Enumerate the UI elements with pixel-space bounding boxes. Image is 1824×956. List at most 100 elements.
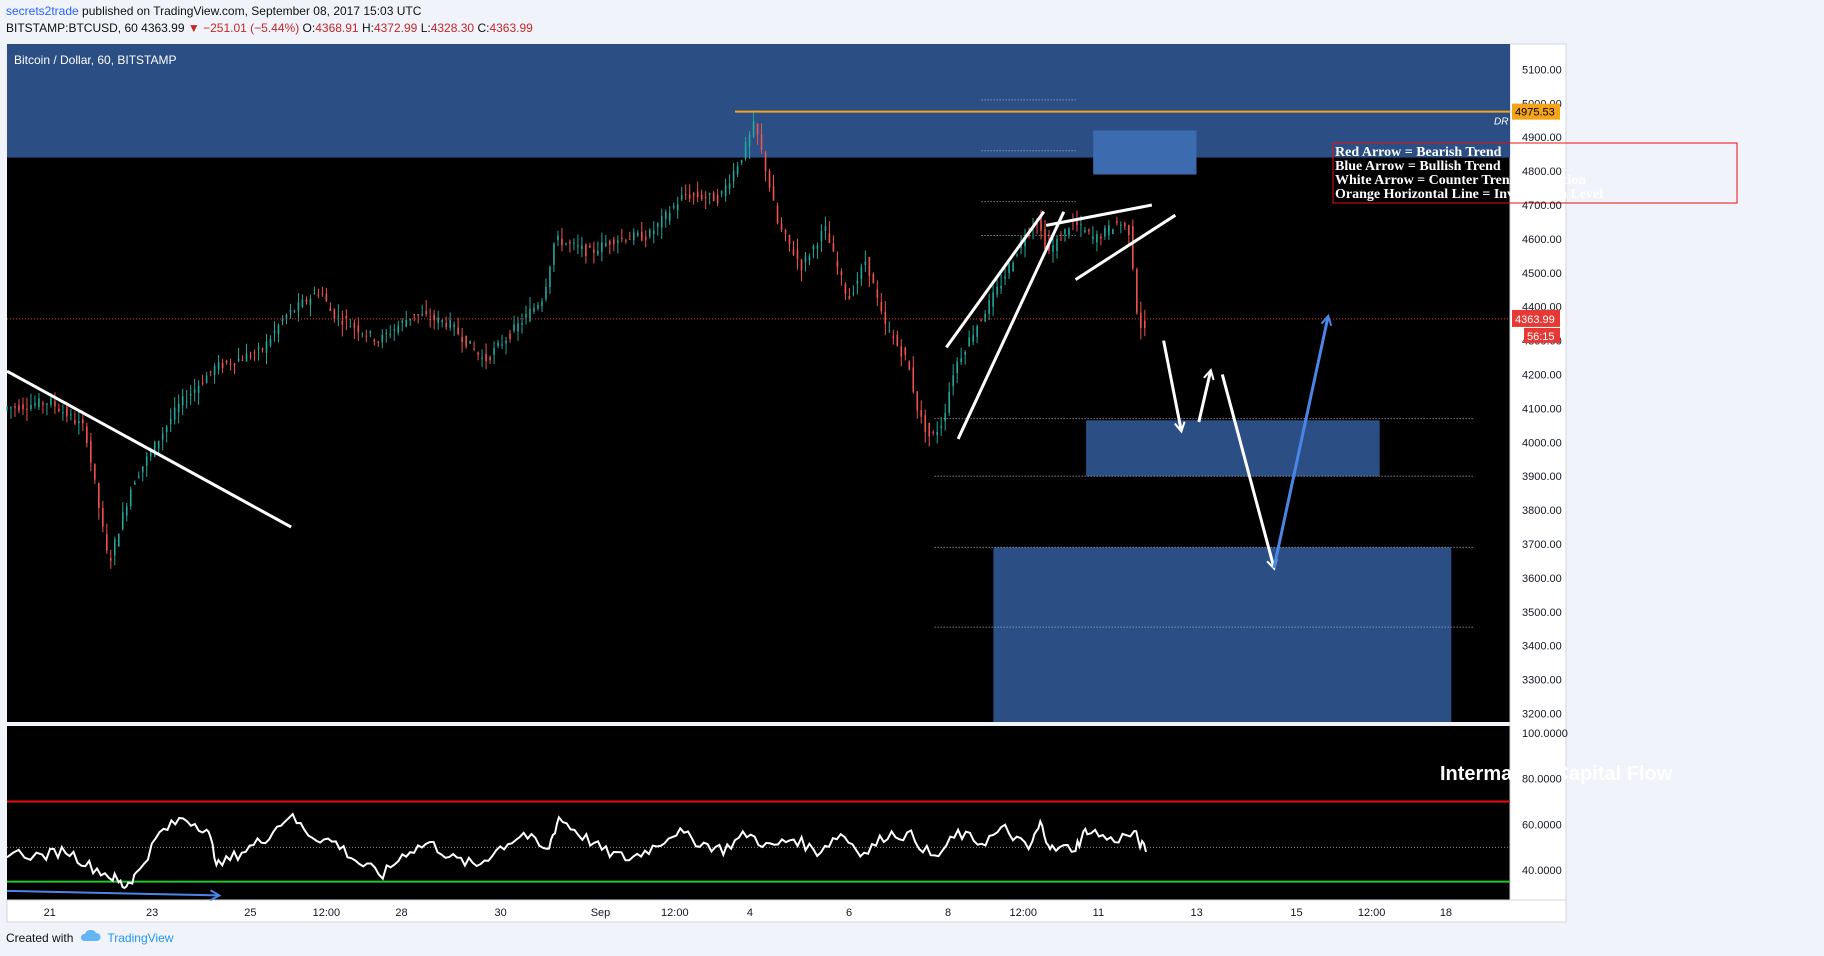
- candle-body: [980, 319, 982, 321]
- candle-body: [992, 292, 994, 307]
- candle-body: [1044, 229, 1046, 249]
- footer: Created with TradingView: [6, 929, 174, 945]
- candle-body: [173, 407, 176, 420]
- candle-body: [792, 248, 795, 255]
- candle-body: [14, 406, 16, 408]
- candle-body: [940, 426, 943, 429]
- candle-body: [233, 363, 236, 366]
- candle-body: [321, 293, 324, 295]
- candle-body: [58, 409, 60, 412]
- candle-body: [601, 242, 603, 252]
- candle-body: [465, 335, 467, 347]
- low-value: 4328.30: [430, 21, 475, 35]
- countdown-tag-text: 56:15: [1527, 331, 1555, 343]
- candle-body: [225, 360, 228, 363]
- candle-body: [317, 294, 320, 296]
- oscillator-bullish-arrow: [6, 891, 218, 896]
- candle-body: [1088, 229, 1090, 232]
- candle-body: [373, 339, 376, 342]
- high-value: 4372.99: [373, 21, 418, 35]
- candle-body: [257, 347, 260, 350]
- candle-body: [644, 237, 647, 240]
- candle-body: [545, 286, 547, 300]
- price-tick-label: 4500.00: [1522, 268, 1562, 280]
- candle-body: [800, 259, 803, 271]
- open-value: 4368.91: [315, 21, 359, 35]
- price-tick-label: 4600.00: [1522, 234, 1562, 246]
- oscillator-pane: [7, 726, 1510, 900]
- candle-body: [716, 194, 719, 203]
- candle-body: [720, 191, 723, 194]
- candle-body: [780, 223, 783, 230]
- candle-body: [369, 331, 372, 334]
- candle-body: [988, 300, 990, 314]
- candle-body: [732, 170, 735, 182]
- candle-body: [976, 326, 978, 337]
- candle-body: [477, 352, 479, 355]
- candle-body: [648, 230, 651, 237]
- candle-body: [389, 334, 392, 336]
- candle-body: [46, 403, 48, 405]
- candle-body: [213, 366, 216, 375]
- candle-body: [153, 441, 156, 457]
- price-tick-label: 5100.00: [1522, 64, 1562, 76]
- price-tick-label: 3500.00: [1522, 607, 1562, 619]
- candle-body: [916, 391, 919, 411]
- candle-body: [1112, 229, 1114, 234]
- candle-body: [141, 466, 144, 473]
- candle-body: [181, 396, 184, 406]
- candle-body: [125, 506, 128, 516]
- candle-body: [884, 311, 887, 324]
- candle-body: [856, 280, 859, 284]
- candle-body: [161, 433, 164, 440]
- candle-body: [149, 450, 152, 457]
- price-tick-label: 3900.00: [1522, 471, 1562, 483]
- candle-body: [1068, 228, 1070, 236]
- candle-body: [329, 307, 332, 311]
- candle-body: [1008, 264, 1010, 273]
- candle-body: [113, 539, 116, 556]
- candle-body: [832, 243, 835, 252]
- author-link[interactable]: secrets2trade: [6, 4, 79, 18]
- candle-body: [1120, 224, 1122, 226]
- invalidation-price-tag: [1512, 103, 1560, 120]
- candle-body: [133, 482, 136, 485]
- candle-body: [157, 440, 160, 449]
- candle-body: [401, 320, 404, 323]
- candle-body: [533, 307, 535, 313]
- candle-body: [1004, 276, 1006, 279]
- candle-body: [852, 293, 855, 295]
- candle-body: [956, 361, 958, 374]
- candle-body: [521, 323, 523, 325]
- candle-body: [932, 431, 935, 433]
- candle-body: [924, 415, 927, 433]
- candle-body: [748, 134, 751, 148]
- time-tick-label: 6: [846, 907, 852, 919]
- candle-body: [50, 398, 52, 405]
- candle-body: [936, 431, 939, 436]
- candle-body: [129, 489, 132, 507]
- candle-body: [493, 348, 495, 355]
- legend-entry: Blue Arrow = Bullish Trend: [1335, 159, 1501, 174]
- price-change: −251.01 (−5.44%): [203, 21, 300, 35]
- candle-body: [1052, 245, 1054, 252]
- candle-body: [201, 382, 204, 384]
- time-axis: [6, 899, 1567, 923]
- candle-body: [1040, 215, 1042, 231]
- time-tick-label: 30: [494, 907, 506, 919]
- candle-body: [569, 241, 571, 244]
- candle-body: [872, 273, 875, 284]
- candle-body: [273, 330, 276, 334]
- candle-body: [1140, 312, 1142, 328]
- tradingview-link[interactable]: TradingView: [107, 930, 174, 945]
- candle-body: [241, 359, 244, 361]
- candle-body: [968, 337, 970, 347]
- candle-body: [249, 355, 252, 357]
- candle-body: [712, 192, 715, 201]
- descending-trend-line: [6, 369, 292, 529]
- candle-body: [1064, 229, 1066, 235]
- candle-body: [453, 324, 455, 328]
- candle-body: [165, 426, 168, 433]
- candle-body: [820, 231, 823, 241]
